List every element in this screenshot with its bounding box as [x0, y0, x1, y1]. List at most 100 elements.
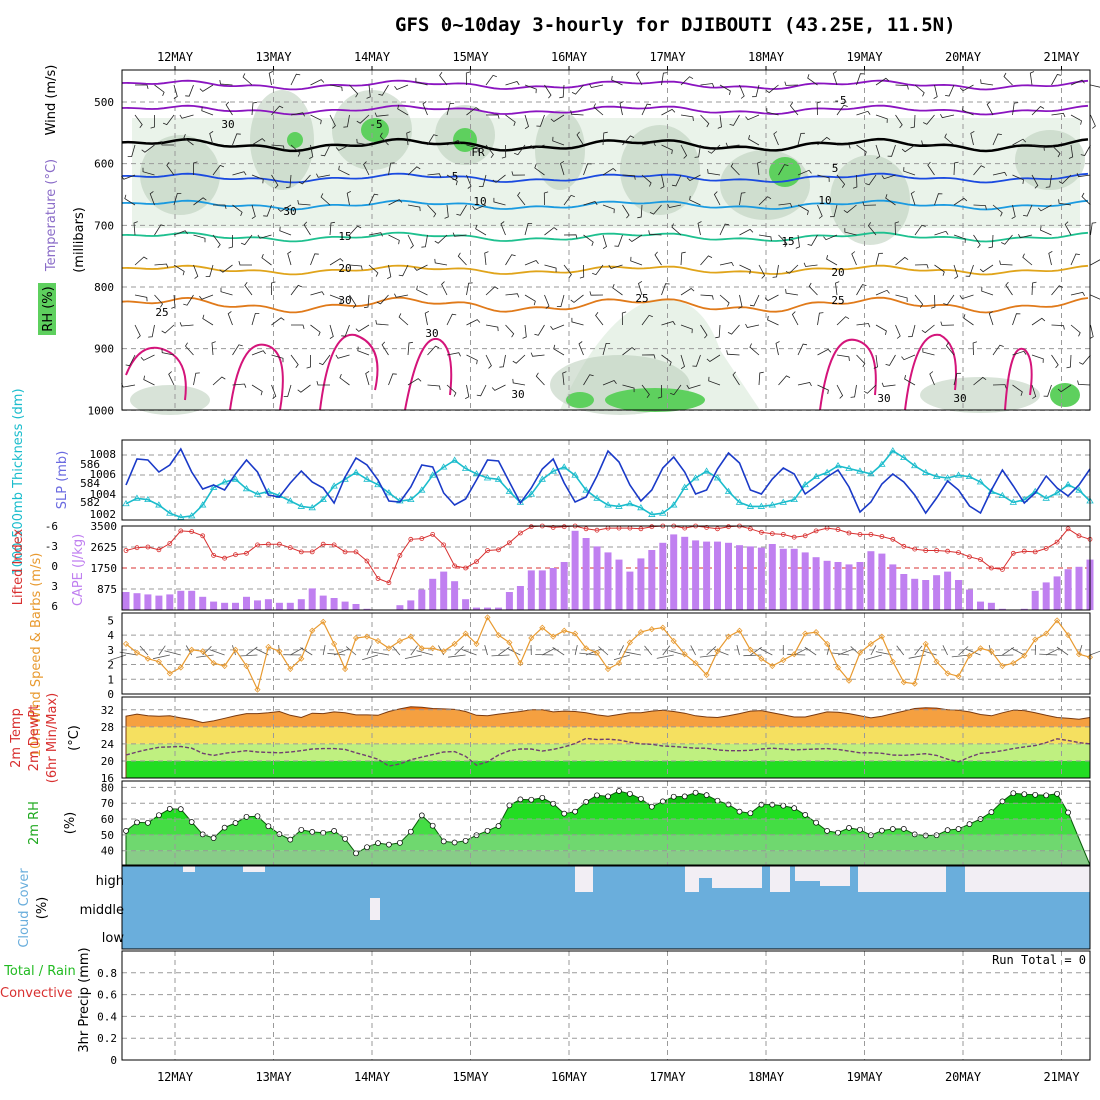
wind-barb	[335, 354, 350, 359]
rh2-point	[397, 839, 403, 846]
cape-bar	[670, 534, 678, 610]
lifted-index-point	[309, 549, 315, 555]
cape-bar	[1031, 590, 1039, 610]
rh2-point	[1010, 790, 1017, 797]
wind-barb	[149, 191, 155, 206]
wind-barb	[785, 264, 799, 274]
wind-speed-point	[999, 662, 1006, 670]
temp-tick-label: 28	[101, 721, 114, 734]
wind-barb	[856, 323, 871, 328]
wind-barb	[856, 284, 867, 296]
wind-barb	[641, 314, 653, 326]
wind-barb	[556, 294, 565, 307]
wind-barb	[817, 348, 832, 356]
wind-barb	[484, 251, 489, 266]
wind-barb	[595, 312, 604, 326]
wind-barb	[719, 223, 730, 236]
wind-barb	[349, 264, 363, 270]
lifted-index-point	[178, 528, 184, 534]
upper-air-panel: 500 600 700 800 900 1000 -5 -5 FR 5 5 10 10 15 15 20 20 2…	[38, 65, 1100, 417]
wind-barb	[228, 235, 233, 249]
thickness-point	[1075, 486, 1083, 493]
rh2-point	[528, 796, 535, 803]
temp-tick-label: 20	[101, 755, 114, 768]
wind-barb	[700, 294, 714, 300]
cape-bar	[1064, 569, 1072, 610]
cape-bar	[210, 601, 218, 610]
wind-barb	[346, 191, 351, 206]
wind-barb	[485, 286, 499, 296]
wind-barb	[885, 354, 896, 366]
wind-barb	[363, 161, 370, 176]
cape-bar	[823, 560, 831, 610]
thickness-point	[253, 490, 262, 497]
rh-shading-high	[605, 388, 705, 412]
wind-barb	[290, 73, 301, 86]
temp-tick-label: 16	[101, 772, 114, 785]
wind-barb	[179, 114, 194, 119]
isotherm-label: 10	[473, 195, 486, 208]
thickness-point	[385, 489, 393, 496]
wind-barb	[1048, 251, 1053, 266]
precip-tick-label: 0.2	[97, 1032, 117, 1045]
run-total-label: Run Total = 0	[992, 953, 1086, 967]
cape-bar	[484, 607, 491, 610]
li-tick-label: -3	[45, 540, 58, 553]
wind-barb	[965, 264, 974, 277]
wind-barb	[466, 354, 478, 365]
thickness-point	[856, 467, 864, 474]
lifted-index-point	[167, 541, 173, 546]
wind-barb	[388, 373, 397, 386]
wind-barb	[908, 324, 916, 338]
rh2-point	[605, 793, 611, 800]
wind-barb	[945, 84, 955, 97]
rh2-point	[484, 827, 491, 834]
wind-barb	[310, 253, 319, 266]
surface-wind-barb	[699, 654, 718, 658]
rh2-point	[386, 841, 392, 848]
rh2-point	[681, 793, 688, 800]
wind-barb	[219, 80, 233, 86]
thickness-point	[768, 501, 777, 508]
wind-barb	[394, 293, 409, 298]
wind-barb	[766, 108, 779, 116]
wind-barb	[388, 199, 403, 206]
rh-shading-high	[566, 392, 594, 408]
isotherm-label: 30	[338, 294, 351, 307]
wind-barb	[257, 234, 272, 239]
precip-convective-label: Convective	[0, 986, 73, 1001]
wind-barb	[183, 294, 194, 306]
lifted-index-point	[200, 533, 206, 539]
wind-barb	[836, 354, 850, 361]
wind-barb	[286, 174, 292, 189]
wind-barb	[1029, 71, 1035, 86]
wind-barb	[694, 144, 701, 158]
dewpoint-line	[125, 737, 1091, 767]
wind-barb	[749, 294, 760, 307]
wind-speed-point	[626, 639, 633, 646]
wind-barb	[501, 144, 507, 159]
wind-barb	[649, 204, 662, 215]
wind-barb	[621, 311, 627, 326]
surface-wind-barb	[484, 644, 488, 656]
wind-barb	[261, 253, 272, 266]
wind-barb	[571, 317, 584, 326]
wind-barb	[133, 221, 138, 236]
date-tick-label: 20MAY	[945, 50, 982, 64]
wind-barb	[1012, 313, 1021, 326]
rh2-point	[254, 813, 261, 820]
cape-bar	[516, 586, 524, 610]
thickness-point	[735, 498, 744, 505]
wind-barb	[641, 354, 656, 359]
wind-barb	[797, 343, 808, 356]
cape-bar	[867, 551, 875, 610]
lifted-index-point	[506, 540, 512, 546]
wind-barb	[499, 354, 506, 368]
thickness-point	[921, 468, 930, 475]
rh2-point	[123, 828, 129, 834]
cape-bar	[341, 601, 349, 610]
wind-speed-point	[517, 660, 524, 667]
wind-barb	[589, 83, 604, 88]
thickness-point	[242, 485, 251, 492]
lifted-index-point	[1076, 533, 1082, 539]
